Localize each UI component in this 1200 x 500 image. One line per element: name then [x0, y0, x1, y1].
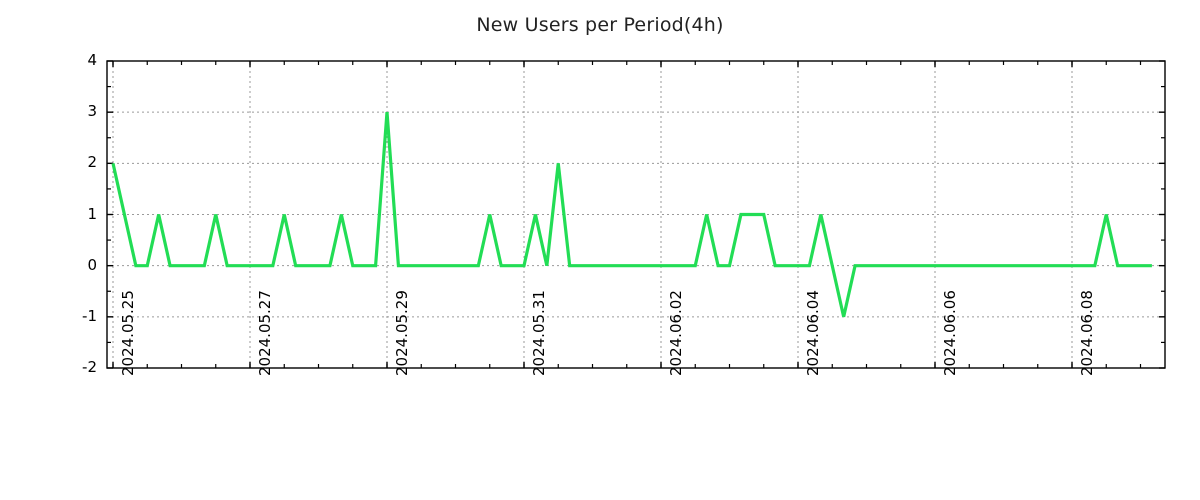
- data-series-layer: [111, 112, 1152, 318]
- x-tick-label: 2024.05.27: [256, 290, 274, 376]
- x-tick-label: 2024.05.31: [530, 290, 548, 376]
- series-line: [111, 112, 1152, 318]
- y-tick-label: 4: [87, 51, 97, 69]
- x-tick-label: 2024.06.04: [804, 290, 822, 376]
- x-tick-label: 2024.05.29: [393, 290, 411, 376]
- x-tick-label: 2024.06.02: [667, 290, 685, 376]
- x-tick-label: 2024.06.08: [1078, 290, 1096, 376]
- y-tick-label: 2: [87, 153, 97, 172]
- y-tick-label: -2: [82, 358, 97, 376]
- x-tick-label: 2024.05.25: [119, 290, 137, 376]
- y-tick-label: -1: [82, 306, 97, 325]
- y-tick-label: 0: [87, 255, 97, 274]
- x-tick-label: 2024.06.06: [941, 290, 959, 376]
- chart-title: New Users per Period(4h): [476, 14, 724, 36]
- plot-frame: [106, 60, 1166, 369]
- y-tick-label: 1: [87, 204, 97, 223]
- y-tick-label: 3: [87, 102, 97, 121]
